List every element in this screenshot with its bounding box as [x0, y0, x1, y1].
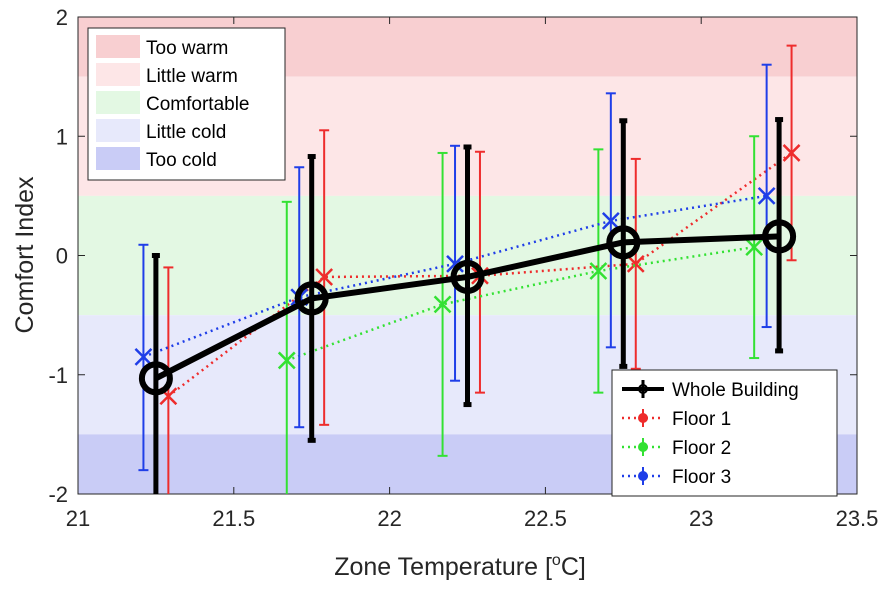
- series-line: [286, 245, 755, 362]
- x-axis-label: Zone Temperature [oC]: [334, 552, 586, 581]
- data-point: [601, 212, 620, 230]
- band-legend-label: Little cold: [146, 122, 226, 143]
- data-point: [446, 254, 464, 273]
- x-tick-label: 23.5: [836, 506, 879, 531]
- band-legend-swatch: [96, 35, 140, 58]
- series-legend-label: Whole Building: [672, 380, 799, 401]
- band-legend-label: Comfortable: [146, 94, 250, 115]
- data-point: [315, 268, 334, 286]
- y-tick-label: -1: [48, 363, 68, 388]
- data-point: [757, 186, 776, 205]
- data-point: [782, 144, 801, 162]
- band-legend-swatch: [96, 91, 140, 114]
- x-tick-label: 22.5: [524, 506, 567, 531]
- data-point: [589, 262, 608, 280]
- band-legend-swatch: [96, 63, 140, 86]
- band-legend-label: Too cold: [146, 150, 217, 171]
- series-legend-marker: [638, 413, 648, 423]
- series-floor-2: [277, 135, 764, 494]
- x-tick-label: 21.5: [212, 506, 255, 531]
- series-floor-3: [134, 63, 776, 472]
- data-point: [433, 295, 452, 314]
- series-legend-marker: [638, 442, 648, 452]
- y-tick-label: 1: [56, 124, 68, 149]
- series-whole-building: [138, 117, 797, 494]
- y-tick-label: 0: [56, 244, 68, 269]
- data-point: [277, 351, 296, 370]
- x-tick-label: 22: [377, 506, 401, 531]
- data-point: [294, 281, 329, 316]
- band-legend-label: Too warm: [146, 38, 228, 59]
- data-point: [450, 259, 485, 294]
- data-point: [626, 254, 645, 273]
- y-axis-label: Comfort Index: [11, 176, 39, 334]
- band-legend-swatch: [96, 119, 140, 142]
- x-axis-label-unit: C]: [561, 553, 586, 581]
- series-legend: Whole Building Floor 1 Floor 2 Floor 3: [611, 369, 838, 497]
- data-point: [762, 219, 797, 254]
- band-legend-label: Little warm: [146, 66, 238, 87]
- series-layer: [134, 44, 801, 494]
- series-legend-marker: [638, 384, 648, 394]
- band-legend: Too warm Little warm Comfortable Little col…: [87, 27, 286, 181]
- axes: 21 21.5 22 22.5 23 23.5 -2 -1 0 1 2: [48, 5, 878, 531]
- series-legend-marker: [638, 471, 648, 481]
- data-point: [745, 238, 764, 257]
- data-point: [134, 347, 153, 366]
- x-tick-label: 23: [689, 506, 713, 531]
- x-axis-label-main: Zone Temperature [: [334, 553, 552, 581]
- series-legend-label: Floor 3: [672, 467, 731, 488]
- y-tick-label: -2: [48, 482, 68, 507]
- x-axis-label-superscript: o: [552, 552, 561, 569]
- band-legend-swatch: [96, 147, 140, 170]
- series-line: [154, 233, 780, 381]
- y-tick-label: 2: [56, 5, 68, 30]
- data-point: [138, 361, 173, 396]
- series-legend-label: Floor 1: [672, 409, 731, 430]
- x-tick-label: 21: [66, 506, 90, 531]
- series-line: [142, 194, 767, 359]
- data-point: [606, 225, 641, 260]
- series-legend-label: Floor 2: [672, 438, 731, 459]
